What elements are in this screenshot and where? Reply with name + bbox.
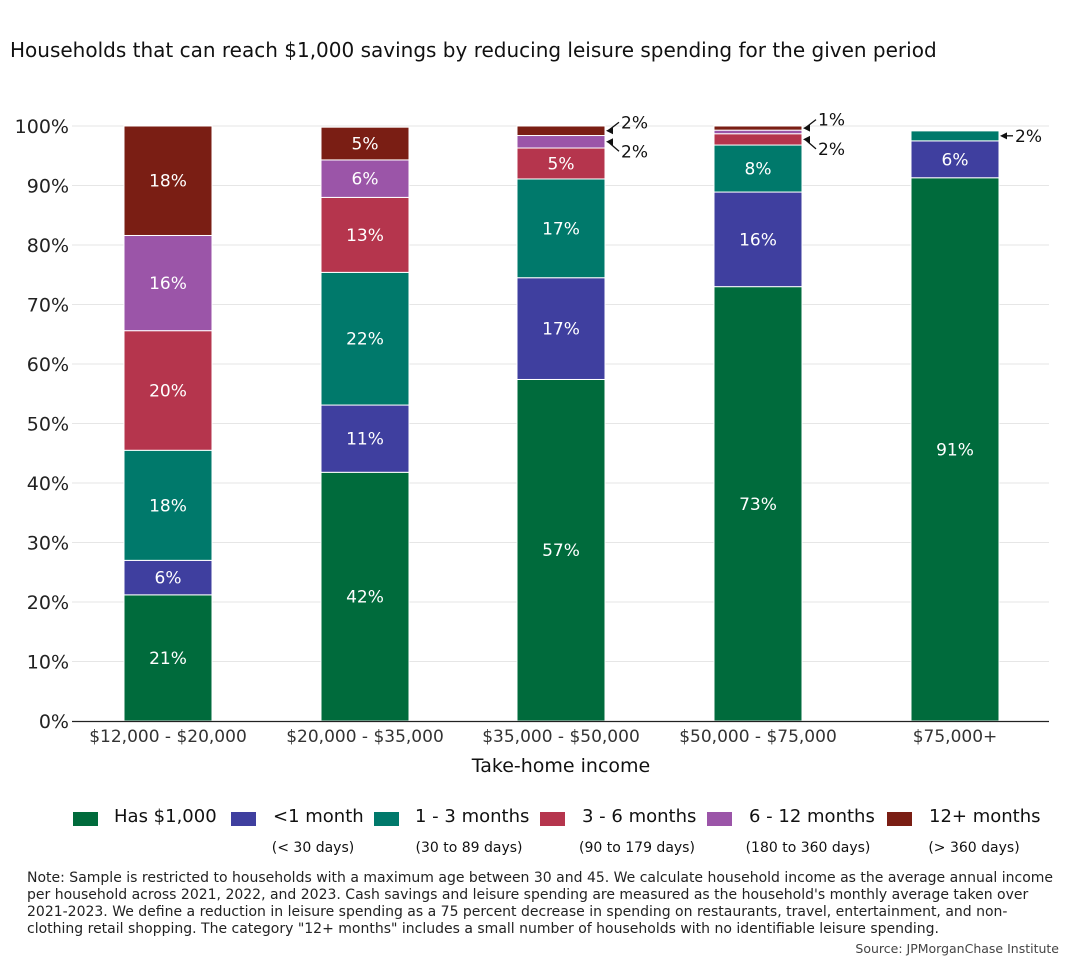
bar-value-label: 6% — [155, 569, 182, 589]
chart-title: Households that can reach $1,000 savings… — [10, 38, 937, 62]
bar-segment — [910, 128, 1000, 131]
bar-segment — [123, 125, 213, 236]
bar-segment — [516, 378, 606, 722]
legend-sublabel: (30 to 89 days) — [415, 840, 523, 856]
y-tick-label: 0% — [39, 711, 69, 733]
bar-segment — [713, 286, 803, 722]
y-axis: 0% 10% 20% 30% 40% 50% 60% 70% 80% 90% 100% — [15, 116, 69, 733]
legend-swatch — [374, 812, 399, 826]
chart-source: Source: JPMorganChase Institute — [855, 941, 1059, 956]
legend-swatch — [231, 812, 256, 826]
legend-swatch — [707, 812, 732, 826]
bar-value-label: 22% — [346, 330, 384, 350]
legend-swatch — [540, 812, 565, 826]
bar-value-label: 13% — [346, 226, 384, 246]
x-axis: $12,000 - $20,000 $20,000 - $35,000 $35,00… — [72, 720, 1049, 747]
bar-value-label: 8% — [745, 160, 772, 180]
legend-sublabel: (< 30 days) — [271, 840, 355, 856]
legend-label: 3 - 6 months — [582, 806, 697, 827]
legend-label: 12+ months — [929, 806, 1041, 827]
legend-sublabel: (90 to 179 days) — [579, 840, 695, 856]
bar-segment — [516, 135, 606, 149]
callout-arrowhead — [803, 124, 810, 132]
legend-sublabel: (180 to 360 days) — [745, 840, 871, 856]
bar-segment — [516, 178, 606, 279]
bar-segment — [320, 471, 410, 722]
callout-label: 2% — [818, 140, 845, 160]
legend-sublabel: (> 360 days) — [928, 840, 1020, 856]
bar-value-label: 18% — [149, 496, 187, 516]
bar-value-label: 16% — [149, 274, 187, 294]
y-tick-label: 70% — [27, 295, 69, 317]
y-tick-label: 90% — [27, 176, 69, 198]
y-tick-label: 10% — [27, 652, 69, 674]
callout-label: 2% — [621, 113, 648, 133]
bar-value-label: 91% — [936, 440, 974, 460]
legend: Has $1,000 <1 month (< 30 days) 1 - 3 month… — [0, 806, 1070, 860]
callouts: 2% 2% 1% 2% 2% — [606, 111, 1042, 162]
y-tick-label: 50% — [27, 414, 69, 436]
callout-arrowhead — [1000, 132, 1007, 140]
bar-value-label: 73% — [739, 495, 777, 515]
bar-segment — [320, 404, 410, 473]
bar-value-label: 57% — [542, 541, 580, 561]
legend-label: <1 month — [273, 806, 364, 827]
legend-label: 1 - 3 months — [415, 806, 530, 827]
chart-note: Note: Sample is restricted to households… — [27, 870, 1054, 937]
bar-segment — [123, 234, 213, 332]
bar-value-label: 21% — [149, 649, 187, 669]
x-axis-label: Take-home income — [471, 755, 650, 777]
y-tick-label: 100% — [15, 116, 69, 138]
bar-value-label: 18% — [149, 172, 187, 192]
bar-value-label: 6% — [942, 150, 969, 170]
legend-label: Has $1,000 — [114, 806, 217, 827]
x-tick-label: $50,000 - $75,000 — [679, 727, 837, 747]
bar-segment — [320, 126, 410, 161]
bar-value-label: 6% — [352, 170, 379, 190]
legend-label: 6 - 12 months — [749, 806, 875, 827]
bar-segment — [320, 271, 410, 406]
bar-value-label: 5% — [548, 154, 575, 174]
bar-value-label: 11% — [346, 430, 384, 450]
bar-segment — [123, 594, 213, 722]
bar-segment — [320, 196, 410, 273]
bar-segment — [910, 130, 1000, 142]
y-tick-label: 80% — [27, 235, 69, 257]
bar-value-label: 5% — [352, 135, 379, 155]
y-tick-label: 40% — [27, 473, 69, 495]
bar-value-label: 17% — [542, 320, 580, 340]
bars: 21% 6% 18% 20% 16% 18% 42% 11% 22% 13% 6% 5% 57% 17% 1… — [123, 125, 1000, 722]
bar-segment — [713, 133, 803, 146]
bar-segment — [910, 140, 1000, 179]
x-tick-label: $75,000+ — [913, 727, 998, 747]
callout-label: 1% — [818, 111, 845, 131]
y-tick-label: 60% — [27, 354, 69, 376]
chart-area: 0% 10% 20% 30% 40% 50% 60% 70% 80% 90% 100% 21% 6% 1… — [15, 111, 1049, 777]
legend-swatch — [73, 812, 98, 826]
bar-segment — [516, 147, 606, 180]
callout-arrowhead — [606, 138, 613, 146]
x-tick-label: $20,000 - $35,000 — [286, 727, 444, 747]
bar-segment — [713, 144, 803, 193]
x-tick-label: $35,000 - $50,000 — [482, 727, 640, 747]
bar-segment — [516, 125, 606, 137]
y-tick-label: 30% — [27, 533, 69, 555]
legend-swatch — [887, 812, 912, 826]
bar-value-label: 20% — [149, 381, 187, 401]
bar-value-label: 17% — [542, 219, 580, 239]
callout-label: 2% — [621, 142, 648, 162]
callout-arrowhead — [803, 135, 810, 143]
y-tick-label: 20% — [27, 592, 69, 614]
x-tick-label: $12,000 - $20,000 — [89, 727, 247, 747]
callout-label: 2% — [1015, 127, 1042, 147]
bar-segment — [123, 330, 213, 451]
bar-value-label: 42% — [346, 588, 384, 608]
bar-segment — [713, 125, 803, 131]
bar-segment — [713, 129, 803, 135]
bar-value-label: 16% — [739, 230, 777, 250]
callout-arrowhead — [606, 127, 613, 135]
